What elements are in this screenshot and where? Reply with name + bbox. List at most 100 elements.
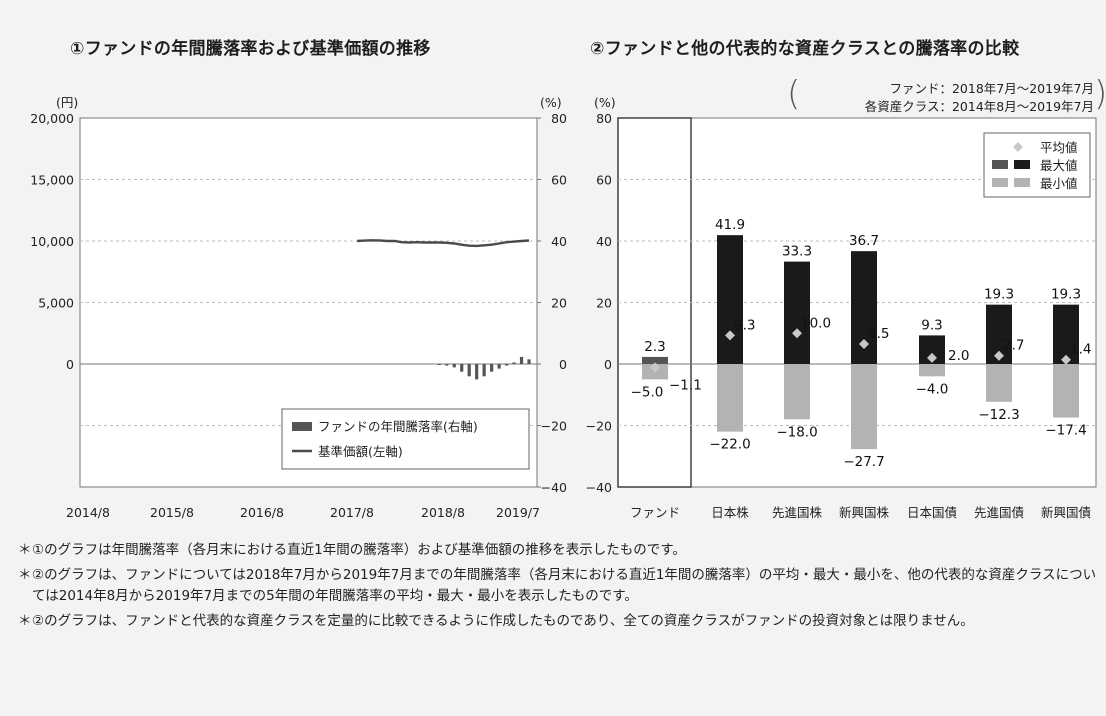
chart1-legend-label-nav: 基準価額(左軸): [318, 444, 403, 459]
chart2-y-tick-label: 80: [596, 111, 612, 126]
chart1-left-tick-label: 5,000: [38, 296, 74, 311]
chart1-x-tick-label: 2016/8: [240, 505, 284, 520]
period-fund: ファンド：2018年7月～2019年7月: [889, 81, 1094, 96]
footnote-text: ②のグラフは、ファンドと代表的な資産クラスを定量的に比較できるように作成したもの…: [32, 613, 974, 629]
chart2-avg-label: 6.5: [868, 326, 889, 342]
chart1-right-tick-label: −40: [541, 480, 567, 495]
chart1-right-tick-label: 80: [551, 111, 567, 126]
chart1-left-tick-label: 15,000: [30, 173, 74, 188]
period-bracket-left: (: [787, 74, 801, 114]
chart2-y-tick-label: 20: [596, 296, 612, 311]
footnote: ＊ ②のグラフは、ファンドと代表的な資産クラスを定量的に比較できるように作成した…: [18, 611, 1098, 632]
chart2-y-tick-label: 60: [596, 173, 612, 188]
chart2-max-label: 19.3: [984, 287, 1014, 303]
chart2-avg-label: 2.7: [1003, 338, 1024, 354]
chart2-title: ②ファンドと他の代表的な資産クラスとの騰落率の比較: [590, 39, 1020, 59]
chart2-max-bar: [717, 235, 743, 364]
chart2-legend-avg-marker: [1013, 142, 1023, 152]
chart2-category-label: 新興国債: [1041, 505, 1091, 520]
chart1-return-bar: [467, 364, 471, 377]
footnotes: ＊ ①のグラフは年間騰落率（各月末における直近1年間の騰落率）および基準価額の推…: [18, 540, 1098, 636]
chart2-max-label: 33.3: [782, 244, 812, 260]
period-bracket-right: ): [1094, 74, 1106, 114]
footnote-mark: ＊: [18, 567, 32, 583]
chart1-return-bar: [504, 364, 509, 366]
chart2-avg-marker: [725, 330, 735, 341]
chart2-avg-marker: [859, 339, 869, 350]
chart1-return-bar: [490, 364, 494, 372]
chart2-min-bar: [784, 364, 810, 420]
chart2-max-label: 2.3: [644, 339, 665, 355]
chart1-right-tick-label: 0: [559, 357, 567, 372]
chart1-right-tick-label: 40: [551, 234, 567, 249]
chart1-title: ①ファンドの年間騰落率および基準価額の推移: [70, 39, 431, 59]
chart1-left-tick-label: 10,000: [30, 234, 74, 249]
chart2-avg-label: 2.0: [948, 348, 969, 364]
chart2-avg-marker: [792, 328, 802, 339]
chart2-avg-marker: [650, 362, 660, 373]
chart1-return-bar: [527, 359, 531, 364]
chart1-right-tick-label: 20: [551, 296, 567, 311]
chart2-y-tick-label: −20: [586, 419, 612, 434]
footnote: ＊ ②のグラフは、ファンドについては2018年7月から2019年7月までの年間騰…: [18, 565, 1098, 607]
footnote: ＊ ①のグラフは年間騰落率（各月末における直近1年間の騰落率）および基準価額の推…: [18, 540, 1098, 561]
chart2-max-label: 9.3: [921, 317, 942, 333]
chart1-return-bar: [445, 364, 449, 366]
chart2-min-label: −17.4: [1045, 423, 1086, 439]
chart1-return-bar: [512, 362, 516, 364]
chart1-return-bar: [482, 364, 486, 377]
chart2-category-label: 先進国債: [974, 505, 1024, 520]
chart1-legend-swatch-return: [292, 422, 312, 431]
charts-svg: 80 60 40 20 0 −20 −40 20,000 15,000 10,000 5,000 0 (…: [30, 95, 1097, 520]
chart1-right-axis-unit: (%): [540, 95, 562, 110]
footnote-text: ①のグラフは年間騰落率（各月末における直近1年間の騰落率）および基準価額の推移を…: [32, 542, 686, 558]
chart1-left-axis-unit: (円): [56, 95, 78, 110]
chart1-return-bar: [437, 364, 441, 365]
chart2-category-label: 日本国債: [907, 505, 957, 520]
chart2-legend-max-swatch-fund: [992, 160, 1008, 169]
chart2-avg-marker: [1061, 354, 1071, 365]
chart1-x-tick-label: 2017/8: [330, 505, 374, 520]
chart2-max-label: 36.7: [849, 233, 879, 249]
chart2-min-bar: [717, 364, 743, 432]
chart2-avg-marker: [994, 350, 1004, 361]
chart1-return-bar: [519, 356, 524, 364]
footnote-mark: ＊: [18, 613, 32, 629]
chart2-min-bar: [919, 364, 945, 377]
chart2-max-label: 19.3: [1051, 287, 1081, 303]
chart2-avg-label: 1.4: [1070, 342, 1091, 358]
chart2-category-label: 日本株: [711, 505, 749, 520]
footnote-mark: ＊: [18, 542, 32, 558]
chart1-x-tick-label: 2015/8: [150, 505, 194, 520]
chart1-return-bar: [475, 364, 479, 380]
chart2-min-label: −18.0: [776, 424, 817, 440]
chart2-category-label: ファンド: [630, 505, 680, 520]
chart2-legend-max-swatch: [1014, 160, 1030, 169]
chart1-x-tick-label: 2019/7: [496, 505, 540, 520]
chart1-x-tick-label: 2018/8: [421, 505, 465, 520]
footnote-text: ②のグラフは、ファンドについては2018年7月から2019年7月までの年間騰落率…: [32, 567, 1097, 604]
chart2-avg-label: 9.3: [734, 317, 755, 333]
chart1-legend-label-return: ファンドの年間騰落率(右軸): [318, 419, 478, 434]
chart1-x-tick-label: 2014/8: [66, 505, 110, 520]
chart2-category-label: 新興国株: [839, 505, 890, 520]
chart2-min-label: −5.0: [631, 384, 664, 400]
chart2-y-tick-label: 0: [604, 357, 612, 372]
chart2-legend-min-swatch-fund: [992, 178, 1008, 187]
chart1-legend-box: [281, 408, 530, 470]
chart2-max-label: 41.9: [715, 217, 745, 233]
chart2-avg-label: −1.1: [669, 377, 702, 393]
chart2-legend-max-label: 最大値: [1040, 158, 1078, 173]
chart2-legend-min-swatch: [1014, 178, 1030, 187]
chart1-return-bar: [460, 364, 464, 372]
chart1-left-tick-label: 0: [66, 357, 74, 372]
chart1-nav-line: [357, 239, 530, 248]
chart1-left-tick-label: 20,000: [30, 111, 74, 126]
chart2-min-bar: [986, 364, 1012, 402]
chart1-return-bar: [452, 364, 456, 368]
chart2-max-bar: [784, 261, 810, 364]
chart1-return-bar: [497, 364, 501, 369]
chart2-min-bar: [1053, 364, 1079, 418]
chart2-max-bar: [1053, 304, 1079, 364]
chart2-y-axis-unit: (%): [594, 95, 616, 110]
